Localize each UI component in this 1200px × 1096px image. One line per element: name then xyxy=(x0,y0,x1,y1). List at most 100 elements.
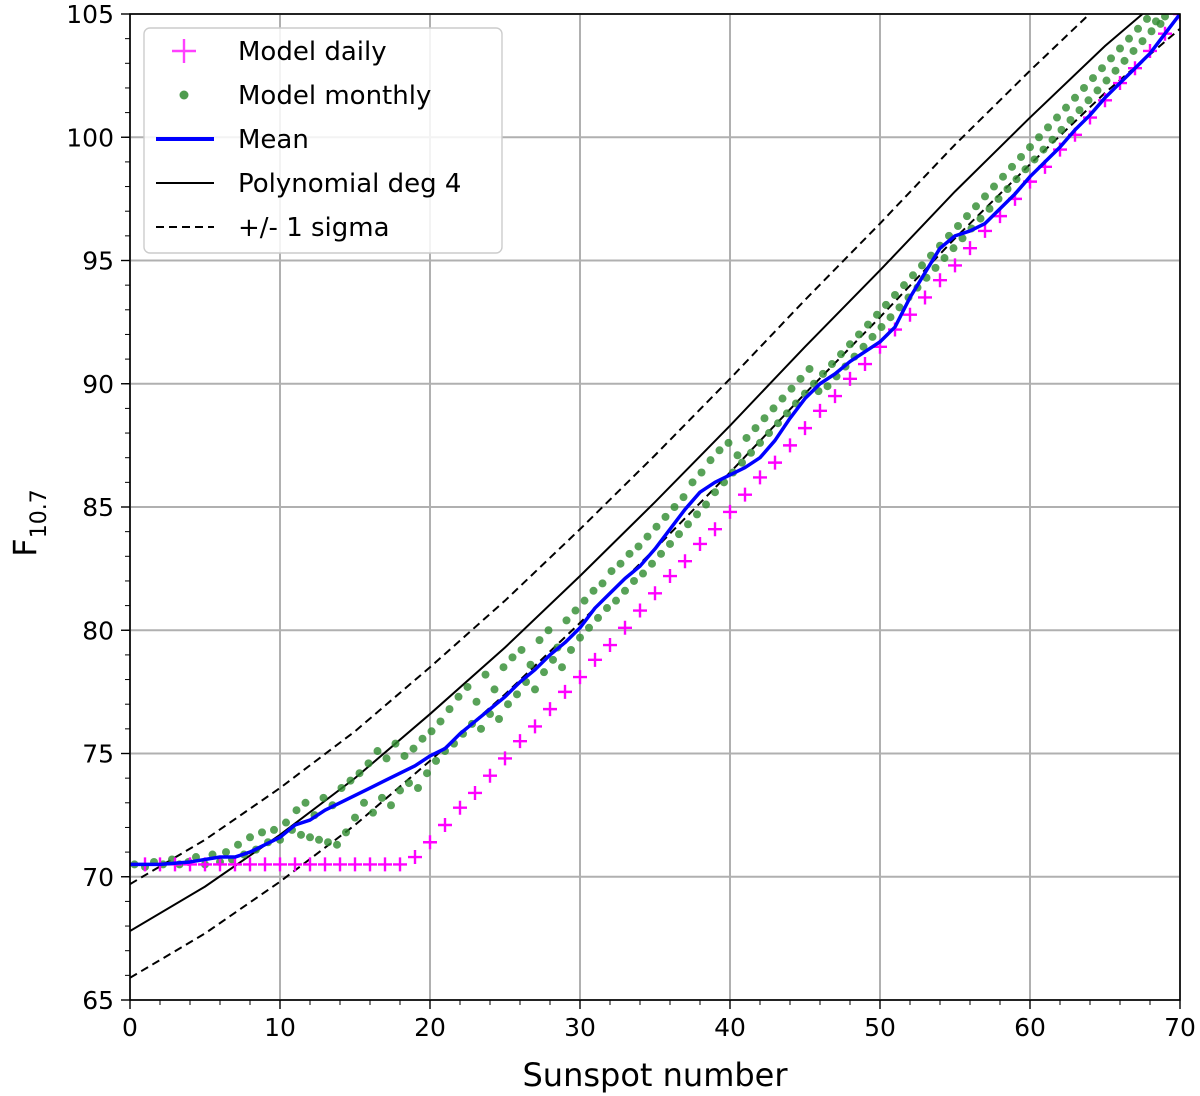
daily-marker xyxy=(318,857,332,872)
polynomial-layer xyxy=(130,14,1145,932)
monthly-point xyxy=(616,559,625,568)
daily-marker xyxy=(723,504,737,519)
monthly-point xyxy=(760,414,769,423)
monthly-point xyxy=(562,616,571,625)
daily-marker xyxy=(798,421,812,436)
x-tick-label: 50 xyxy=(864,1013,896,1042)
daily-marker xyxy=(258,857,272,872)
monthly-point xyxy=(603,604,611,613)
monthly-point xyxy=(1084,96,1093,105)
monthly-point xyxy=(868,332,877,341)
x-tick-label: 70 xyxy=(1164,1013,1196,1042)
monthly-point xyxy=(805,364,814,373)
monthly-point xyxy=(999,172,1007,181)
monthly-point xyxy=(828,360,836,369)
monthly-point xyxy=(675,530,683,539)
monthly-point xyxy=(891,291,899,300)
monthly-point xyxy=(706,456,715,465)
monthly-point xyxy=(648,559,656,568)
monthly-point xyxy=(508,653,517,662)
monthly-point xyxy=(940,254,949,263)
daily-marker xyxy=(513,734,527,749)
monthly-point xyxy=(981,192,989,201)
daily-marker xyxy=(693,536,707,551)
monthly-point xyxy=(958,234,967,243)
monthly-point xyxy=(769,404,778,413)
monthly-point xyxy=(1026,143,1034,152)
monthly-point xyxy=(1093,86,1102,95)
daily-marker xyxy=(858,357,872,372)
daily-marker xyxy=(543,702,557,717)
monthly-point xyxy=(526,660,535,669)
monthly-point xyxy=(1012,175,1021,184)
monthly-point xyxy=(1048,135,1057,144)
y-tick-label: 95 xyxy=(82,247,114,276)
sigma-upper-line xyxy=(130,14,1091,886)
legend-item-daily: Model daily xyxy=(172,37,387,67)
legend-item-poly: Polynomial deg 4 xyxy=(156,169,461,199)
daily-marker xyxy=(948,258,962,273)
monthly-point xyxy=(666,539,674,548)
monthly-point xyxy=(715,446,724,455)
monthly-point xyxy=(607,567,616,576)
monthly-point xyxy=(549,655,557,664)
daily-marker xyxy=(243,857,257,872)
monthly-point xyxy=(301,798,310,807)
monthly-point xyxy=(612,596,620,605)
x-tick-label: 30 xyxy=(564,1013,596,1042)
monthly-point xyxy=(472,697,481,706)
monthly-point xyxy=(1057,125,1066,134)
monthly-point xyxy=(589,586,598,595)
daily-marker xyxy=(183,857,197,872)
monthly-point xyxy=(378,793,386,802)
monthly-point xyxy=(963,212,971,221)
legend-daily-marker xyxy=(172,39,196,63)
monthly-point xyxy=(738,458,746,467)
monthly-point xyxy=(787,384,796,393)
monthly-point xyxy=(333,840,341,849)
monthly-point xyxy=(576,633,584,642)
legend-monthly-marker xyxy=(179,90,189,100)
daily-marker xyxy=(783,438,797,453)
monthly-point xyxy=(1089,74,1097,83)
monthly-point xyxy=(990,182,998,191)
monthly-point xyxy=(747,448,755,457)
monthly-point xyxy=(567,645,575,654)
monthly-point xyxy=(783,409,791,418)
y-tick-label: 90 xyxy=(82,370,114,399)
daily-marker xyxy=(663,569,677,584)
monthly-point xyxy=(246,833,254,842)
y-tick-label: 80 xyxy=(82,616,114,645)
monthly-point xyxy=(900,281,908,290)
daily-marker xyxy=(348,857,362,872)
daily-marker xyxy=(573,670,587,685)
y-tick-label: 65 xyxy=(82,986,114,1015)
legend: Model daily Model monthly Mean Polynomia… xyxy=(143,27,503,254)
daily-marker xyxy=(423,835,437,850)
monthly-point xyxy=(756,438,764,447)
monthly-point xyxy=(571,606,580,615)
monthly-point xyxy=(409,744,418,753)
monthly-point xyxy=(1044,123,1052,132)
daily-marker xyxy=(648,586,662,601)
monthly-point xyxy=(697,468,706,477)
legend-poly-label: Polynomial deg 4 xyxy=(238,169,461,199)
daily-marker xyxy=(843,371,857,386)
polynomial-line xyxy=(130,14,1145,932)
daily-marker xyxy=(453,800,467,815)
monthly-point xyxy=(679,493,688,502)
legend-sigma-label: +/- 1 sigma xyxy=(238,213,390,243)
monthly-point xyxy=(1120,56,1129,65)
monthly-point xyxy=(639,569,647,578)
monthly-point xyxy=(337,784,346,793)
monthly-point xyxy=(1071,93,1079,102)
monthly-point xyxy=(1125,34,1133,43)
monthly-point xyxy=(1138,37,1147,46)
monthly-point xyxy=(1017,152,1025,161)
monthly-point xyxy=(258,828,266,837)
monthly-point xyxy=(1102,76,1111,85)
monthly-point xyxy=(531,685,539,694)
daily-marker xyxy=(933,273,947,288)
monthly-point xyxy=(1021,165,1030,174)
